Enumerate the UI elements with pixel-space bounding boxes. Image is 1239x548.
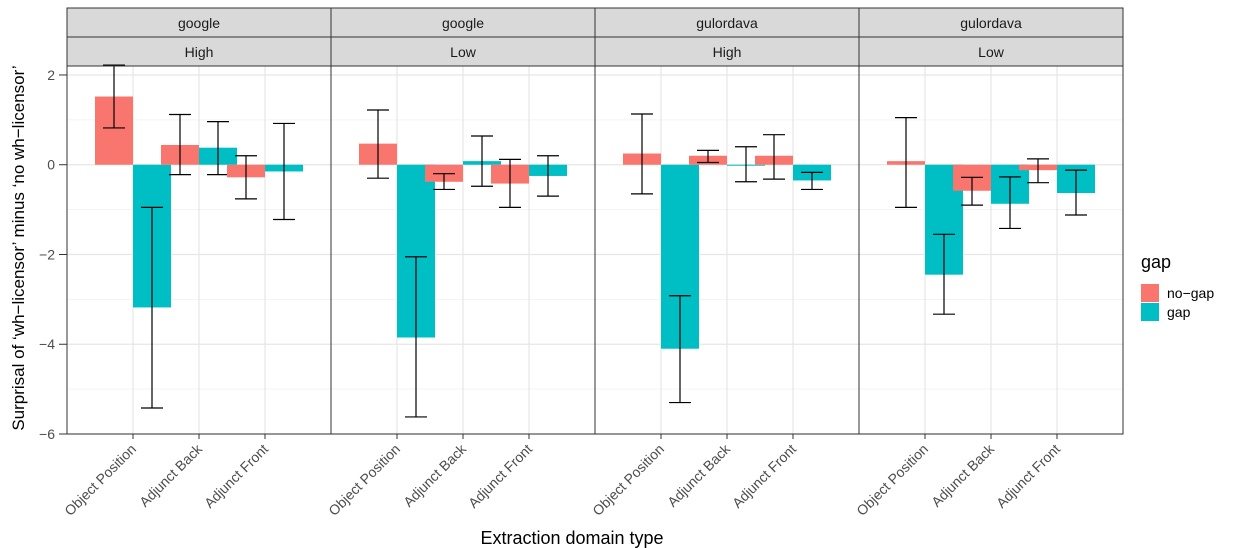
facet-strip-top [330,7,596,38]
error-bar-gap [669,295,691,404]
x-tick-label: Adjunct Front [729,441,799,511]
y-tick-labels: 2 0 −2 −4 −6 [39,67,67,442]
error-bar-gap [999,176,1021,230]
facet-strip-top [858,7,1124,38]
error-bar-gap [207,121,229,176]
facet-strip-top-label: google [442,15,484,31]
legend-label: no−gap [1167,285,1214,301]
x-tick-label: Adjunct Front [465,441,535,511]
legend: gap no−gap gap [1141,252,1214,321]
facet-strip-top [66,7,332,38]
error-bar-gap [405,256,427,418]
error-bar-gap [801,171,823,191]
error-bar-no-gap [1027,158,1049,184]
error-bar-gap [735,146,757,183]
facet-strip-bottom-label: High [713,44,742,60]
facet-strip-bottom-label: High [185,44,214,60]
panel-border [858,65,1124,435]
error-bar-no-gap [763,134,785,180]
facet-strip-bottom-label: Low [978,44,1005,60]
error-bar-no-gap [433,173,455,191]
error-bar-gap [1065,169,1087,216]
error-bar-no-gap [499,158,521,208]
y-tick-label: −2 [39,246,55,262]
facet-strip-top-label: gulordava [960,15,1022,31]
x-tick-label: Adjunct Front [993,441,1063,511]
x-tick-label: Object Position [61,441,139,519]
x-tick-label: Object Position [325,441,403,519]
error-bar-no-gap [697,149,719,164]
y-tick-label: 0 [47,157,55,173]
facet-strip-top-label: gulordava [696,15,758,31]
x-tick-label: Adjunct Back [400,440,470,510]
legend-key-gap [1141,303,1159,321]
legend-title: gap [1141,252,1171,272]
x-tick-label: Adjunct Back [136,440,206,510]
y-tick-label: 2 [47,67,55,83]
x-tick-label: Object Position [589,441,667,519]
error-bar-gap [537,155,559,197]
y-tick-label: −4 [39,336,55,352]
error-bar-gap [471,135,493,187]
y-axis-title-group: Surprisal of ‘wh−licensor’ minus ‘no wh−… [9,65,28,430]
error-bar-no-gap [103,64,125,129]
y-tick-label: −6 [39,426,55,442]
facet-strip-bottom [330,36,596,67]
legend-label: gap [1167,304,1191,320]
x-tick-label: Object Position [853,441,931,519]
error-bar-no-gap [367,109,389,179]
x-axis-title: Extraction domain type [480,528,663,548]
x-tick-label: Adjunct Back [664,440,734,510]
x-tick-label: Adjunct Back [928,440,998,510]
x-tick-label: Adjunct Front [201,441,271,511]
error-bar-no-gap [961,176,983,206]
legend-key-no-gap [1141,284,1159,302]
facet-strip-top-label: google [178,15,220,31]
error-bar-no-gap [169,113,191,176]
error-bar-gap [933,233,955,315]
error-bar-gap [141,206,163,409]
error-bar-no-gap [895,117,917,208]
error-bar-gap [273,122,295,221]
error-bar-no-gap [631,113,653,195]
facet-strip-bottom-label: Low [450,44,477,60]
error-bar-no-gap [235,155,257,200]
y-axis-title: Surprisal of ‘wh−licensor’ minus ‘no wh−… [9,65,28,430]
